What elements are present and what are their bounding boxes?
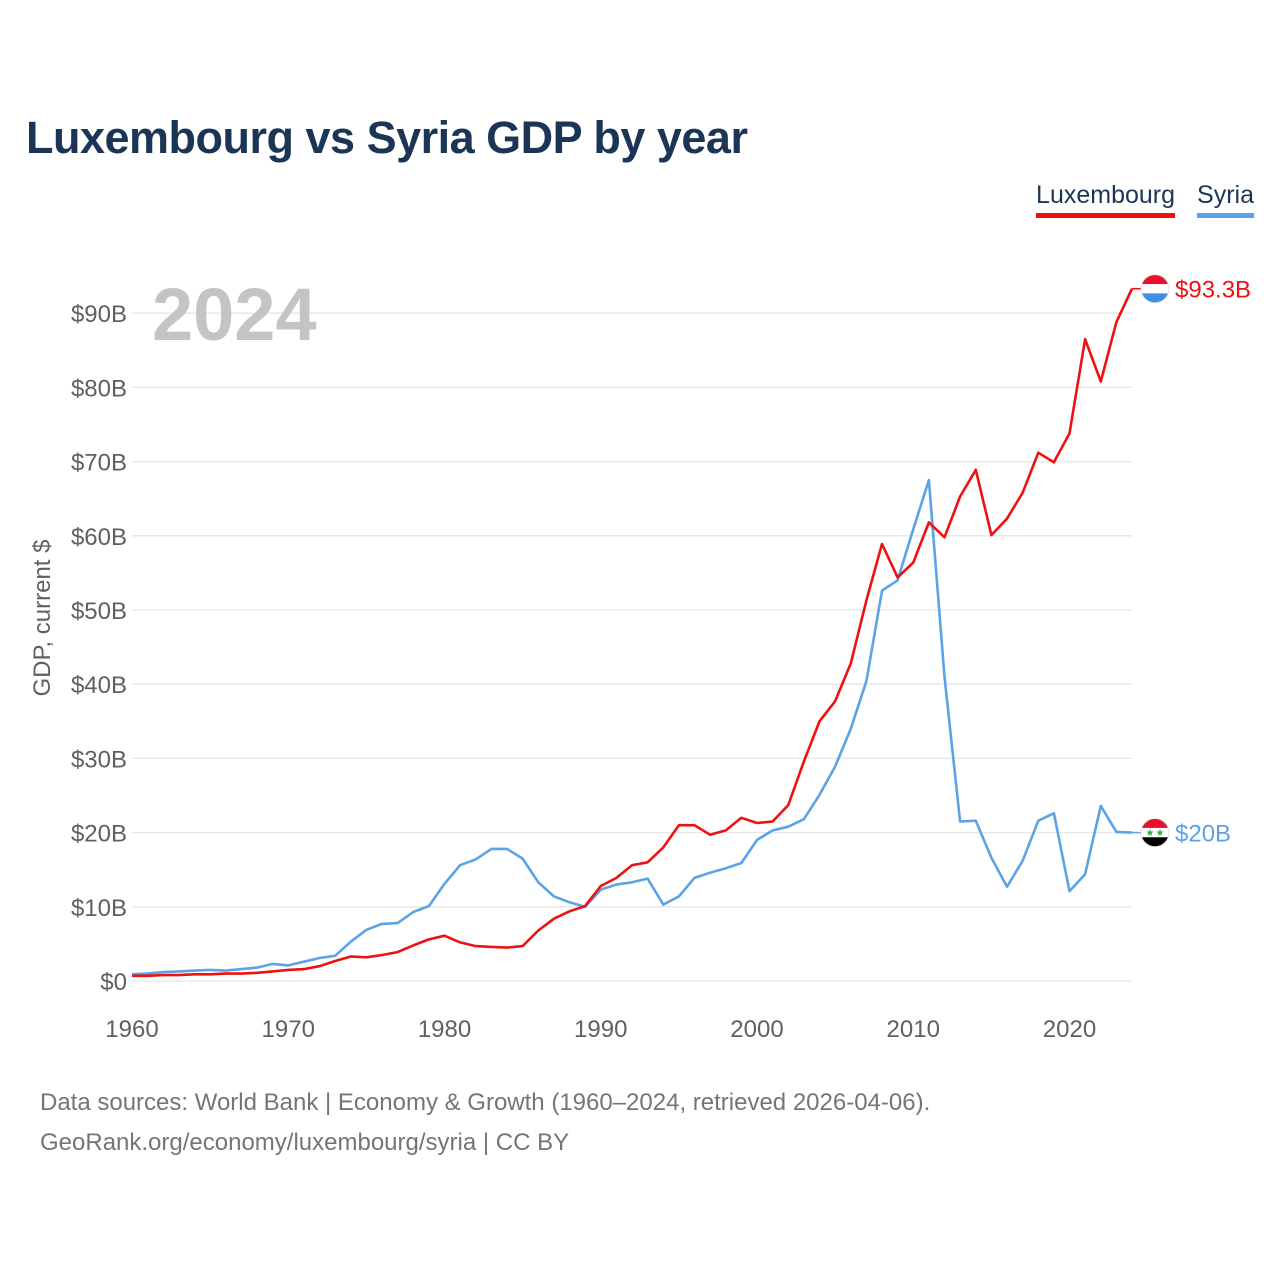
y-tick-label: $10B bbox=[71, 895, 127, 922]
y-tick-label: $70B bbox=[71, 450, 127, 477]
y-tick-label: $50B bbox=[71, 598, 127, 625]
year-watermark: 2024 bbox=[152, 273, 317, 356]
series-lines bbox=[131, 288, 1134, 978]
chart-title: Luxembourg vs Syria GDP by year bbox=[26, 112, 748, 163]
svg-text:★: ★ bbox=[1156, 828, 1165, 839]
x-tick-label: 1990 bbox=[574, 1016, 627, 1043]
legend-item-syria[interactable]: Syria bbox=[1197, 181, 1254, 218]
y-tick-label: $60B bbox=[71, 524, 127, 551]
y-tick-label: $40B bbox=[71, 672, 127, 699]
legend: Luxembourg Syria bbox=[1036, 181, 1254, 218]
legend-item-luxembourg[interactable]: Luxembourg bbox=[1036, 181, 1176, 218]
y-tick-label: $30B bbox=[71, 746, 127, 773]
y-tick-label: $90B bbox=[71, 301, 127, 328]
luxembourg-flag-icon bbox=[1140, 274, 1170, 304]
x-tick-label: 2020 bbox=[1043, 1016, 1096, 1043]
series-line-syria[interactable] bbox=[131, 478, 1133, 976]
y-tick-label: $80B bbox=[71, 375, 127, 402]
end-value-syria: $20B bbox=[1175, 821, 1231, 848]
x-tick-label: 1960 bbox=[105, 1016, 158, 1043]
gridlines bbox=[132, 312, 1132, 982]
end-value-luxembourg: $93.3B bbox=[1175, 277, 1251, 304]
y-tick-label: $0 bbox=[100, 969, 127, 996]
x-tick-label: 1970 bbox=[262, 1016, 315, 1043]
footer: Data sources: World Bank | Economy & Gro… bbox=[40, 1083, 930, 1163]
syria-flag-icon: ★ ★ bbox=[1140, 818, 1170, 847]
y-axis: $0 $10B $20B $30B $40B $50B $60B $70B $80B $90B bbox=[71, 301, 127, 996]
x-tick-label: 2010 bbox=[887, 1016, 940, 1043]
x-tick-label: 2000 bbox=[730, 1016, 783, 1043]
x-axis: 1960 1970 1980 1990 2000 2010 2020 bbox=[105, 1016, 1096, 1043]
svg-text:★: ★ bbox=[1146, 828, 1155, 839]
source-url[interactable]: GeoRank.org/economy/luxembourg/syria | C… bbox=[40, 1129, 570, 1156]
series-line-luxembourg[interactable] bbox=[132, 288, 1134, 978]
x-tick-label: 1980 bbox=[418, 1016, 471, 1043]
data-source-note: Data sources: World Bank | Economy & Gro… bbox=[40, 1089, 931, 1116]
y-axis-label: GDP, current $ bbox=[29, 540, 56, 697]
y-tick-label: $20B bbox=[71, 821, 127, 848]
end-labels: $93.3B★ ★ $20B bbox=[1132, 274, 1251, 848]
